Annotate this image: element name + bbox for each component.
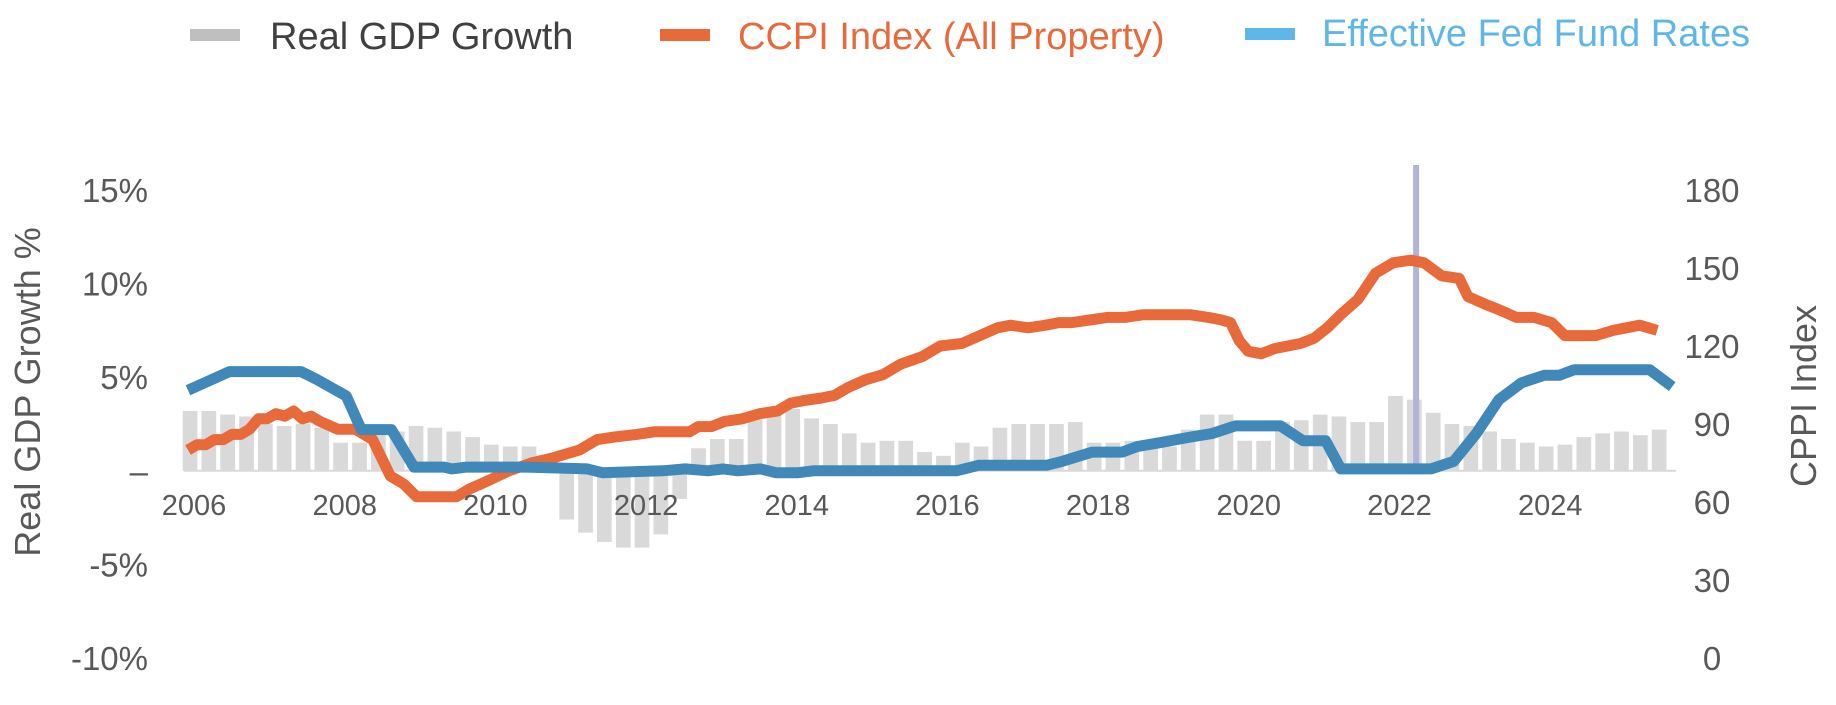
gdp-bar: [1162, 446, 1177, 471]
gdp-bar: [352, 442, 367, 471]
gdp-bar: [182, 410, 198, 471]
gdp-bar: [672, 470, 688, 499]
gdp-bar: [1425, 412, 1441, 471]
marker-line: [1413, 165, 1420, 471]
gdp-bar: [879, 440, 895, 471]
gdp-bar: [1557, 444, 1573, 471]
y-right-tick-label: 180: [1684, 172, 1739, 209]
gdp-bar: [898, 440, 914, 471]
gdp-bar: [559, 470, 575, 520]
y-left-axis-title: Real GDP Growth %: [7, 227, 48, 556]
gdp-bar: [653, 470, 669, 535]
gdp-bar: [1350, 422, 1366, 471]
gdp-bar: [314, 427, 330, 471]
gdp-bar: [747, 414, 763, 471]
y-left-ticks: 15% 10% 5% – -5% -10%: [71, 172, 149, 677]
x-tick-label: 2024: [1518, 490, 1583, 522]
gdp-bar: [258, 424, 273, 471]
x-tick-label: 2018: [1066, 490, 1131, 522]
series-lines: [185, 254, 1676, 503]
legend-swatch-gdp: [190, 29, 240, 41]
gdp-bar: [427, 427, 443, 471]
x-tick-label: 2010: [463, 490, 528, 522]
gdp-bar: [860, 442, 876, 471]
y-right-tick-label: 90: [1694, 406, 1731, 443]
gdp-bar: [1614, 431, 1629, 471]
gdp-bar: [446, 431, 462, 471]
y-left-tick-label: –: [130, 453, 149, 490]
y-left-tick-label: 10%: [82, 266, 148, 303]
gdp-bar: [1595, 433, 1610, 471]
x-tick-label: 2022: [1367, 490, 1432, 522]
gdp-bar: [1011, 424, 1027, 471]
legend-swatch-fedfund: [1245, 28, 1295, 40]
legend: Real GDP Growth CCPI Index (All Property…: [190, 13, 1750, 58]
gdp-bar: [1030, 424, 1045, 471]
y-right-tick-label: 30: [1694, 562, 1731, 599]
gdp-bar: [1256, 440, 1271, 471]
x-tick-label: 2016: [915, 490, 980, 522]
x-tick-label: 2008: [312, 490, 377, 522]
gdp-bar: [1482, 431, 1497, 471]
gdp-bar: [1501, 439, 1516, 471]
gdp-bar: [1520, 442, 1535, 471]
gdp-bar: [578, 470, 593, 533]
gdp-bar: [1633, 435, 1648, 471]
gdp-bar: [1237, 440, 1253, 471]
y-right-tick-label: 120: [1684, 328, 1739, 365]
gdp-bar: [333, 442, 348, 471]
gdp-bars: [182, 395, 1667, 548]
gdp-bar: [823, 424, 838, 471]
y-right-tick-label: 0: [1703, 640, 1721, 677]
legend-label-fedfund: Effective Fed Fund Rates: [1322, 13, 1750, 55]
y-right-axis-title: CPPI Index: [1783, 305, 1824, 487]
gdp-bar: [804, 418, 819, 471]
legend-label-gdp: Real GDP Growth: [270, 16, 573, 58]
gdp-bar: [841, 433, 857, 471]
y-right-tick-label: 60: [1694, 484, 1731, 521]
x-ticks: 2006 2008 2010 2012 2014 2016 2018 2020 2022 2024: [162, 490, 1583, 522]
y-left-tick-label: 5%: [100, 359, 148, 396]
legend-label-ccpi: CCPI Index (All Property): [738, 16, 1165, 58]
gdp-bar: [766, 410, 782, 471]
gdp-bar: [1369, 422, 1384, 471]
gdp-bar: [1199, 414, 1215, 471]
gdp-bar: [276, 425, 292, 471]
gdp-bar: [1538, 446, 1554, 471]
y-left-tick-label: -10%: [71, 640, 148, 677]
x-tick-label: 2014: [764, 490, 829, 522]
gdp-bar: [597, 470, 612, 542]
gdp-bar: [295, 424, 311, 471]
gdp-bar: [1388, 395, 1403, 471]
gdp-bar: [1576, 437, 1592, 471]
legend-swatch-ccpi: [660, 29, 710, 41]
gdp-bar: [615, 470, 631, 548]
y-right-tick-label: 150: [1684, 250, 1739, 287]
fed-fund-line: [185, 364, 1676, 479]
y-right-ticks: 180 150 120 90 60 30 0: [1684, 172, 1739, 677]
gdp-bar: [785, 409, 801, 471]
gdp-bar: [710, 439, 725, 471]
ccpi-line: [185, 254, 1659, 503]
x-tick-label: 2012: [614, 490, 679, 522]
gdp-bar: [728, 439, 744, 471]
gdp-bar: [1651, 429, 1667, 471]
y-left-tick-label: 15%: [82, 172, 148, 209]
y-left-tick-label: -5%: [89, 546, 148, 583]
x-tick-label: 2006: [162, 490, 227, 522]
gdp-bar: [634, 470, 650, 548]
x-tick-label: 2020: [1217, 490, 1282, 522]
